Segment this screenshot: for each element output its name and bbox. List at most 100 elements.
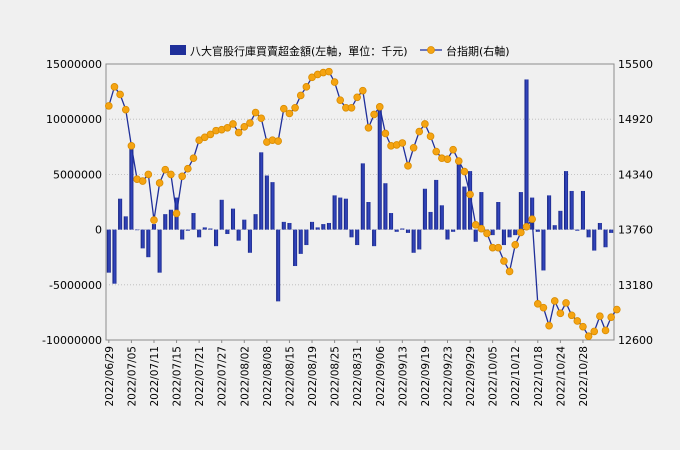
bar xyxy=(309,221,315,230)
line-point xyxy=(511,241,520,249)
line-point xyxy=(522,222,531,231)
line-point xyxy=(477,224,486,233)
legend-line-label: 台指期(右軸) xyxy=(446,44,510,58)
line-point xyxy=(359,86,367,95)
line-point xyxy=(409,143,418,152)
x-tick-label: 2022/09/29 xyxy=(465,346,477,407)
line-point xyxy=(550,297,559,305)
line-point xyxy=(443,155,452,163)
line-point xyxy=(573,317,582,325)
line-point xyxy=(246,119,254,127)
bar xyxy=(405,229,411,233)
bar xyxy=(552,225,557,230)
line-point xyxy=(528,215,536,223)
x-tick-label: 2022/10/24 xyxy=(555,346,567,407)
bar xyxy=(191,213,196,230)
line-point xyxy=(404,162,412,170)
bar xyxy=(603,229,608,248)
bar xyxy=(338,197,343,230)
line-point xyxy=(223,123,232,132)
bar xyxy=(496,202,501,230)
x-tick-label: 2022/09/13 xyxy=(397,346,409,407)
bar xyxy=(253,214,258,230)
line-point xyxy=(274,137,282,145)
bar xyxy=(349,229,354,238)
line-point xyxy=(189,154,198,163)
bar xyxy=(298,229,303,254)
bar xyxy=(180,229,185,240)
line-point xyxy=(161,165,170,174)
bar xyxy=(197,229,202,238)
bar-series xyxy=(106,79,614,302)
bar xyxy=(389,213,394,230)
bar xyxy=(445,229,450,240)
x-axis: 2022/06/29 2022/07/05 2022/07/11 2022/07/15… xyxy=(104,340,590,407)
line-point xyxy=(279,104,288,113)
bar xyxy=(575,229,580,231)
gridlines xyxy=(106,118,614,286)
line-point xyxy=(375,103,384,111)
bar xyxy=(247,229,252,253)
x-tick-label: 2022/07/21 xyxy=(194,346,206,407)
bar xyxy=(535,229,540,232)
x-tick-label: 2022/09/19 xyxy=(420,346,432,407)
y-right-tick-label: 12600 xyxy=(618,334,653,347)
bar xyxy=(355,229,360,246)
line-point xyxy=(105,102,113,110)
y-left-tick-label: -5000000 xyxy=(49,279,102,292)
bar xyxy=(451,229,456,232)
line-point xyxy=(285,109,294,118)
bar xyxy=(580,190,585,230)
bar xyxy=(293,229,298,267)
legend-bar-label: 八大官股行庫買賣超金額(左軸，單位：千元) xyxy=(190,44,408,58)
bar xyxy=(236,229,241,241)
x-tick-label: 2022/10/05 xyxy=(488,346,500,407)
plot-area xyxy=(105,63,615,341)
line-point xyxy=(127,142,136,150)
y-right-tick-label: 14340 xyxy=(618,168,653,181)
bar xyxy=(214,229,219,247)
y-left-tick-label: 0 xyxy=(95,224,102,237)
bar xyxy=(411,229,416,253)
bar xyxy=(468,171,473,230)
line-point xyxy=(449,145,457,154)
bar xyxy=(163,214,168,230)
line-point xyxy=(601,326,610,335)
line-point xyxy=(567,311,576,320)
line-point xyxy=(172,209,181,218)
line-point xyxy=(353,93,361,102)
bar xyxy=(473,229,478,242)
x-tick-label: 2022/07/27 xyxy=(217,346,229,407)
bar xyxy=(168,209,173,230)
bar xyxy=(185,229,190,231)
bar xyxy=(140,229,145,249)
line-point xyxy=(296,91,305,100)
bar xyxy=(332,195,337,230)
bar xyxy=(592,229,597,251)
line-point xyxy=(556,309,565,318)
x-tick-label: 2022/08/19 xyxy=(307,346,319,407)
bar xyxy=(513,229,518,236)
bar xyxy=(123,216,128,230)
line-point xyxy=(381,129,390,138)
bar xyxy=(315,227,320,230)
bar xyxy=(609,229,614,233)
x-tick-label: 2022/08/02 xyxy=(239,346,251,407)
line-point xyxy=(584,332,593,340)
bar xyxy=(146,229,151,258)
line-point xyxy=(167,170,175,179)
line-point xyxy=(607,313,615,321)
line-point xyxy=(229,120,237,128)
x-tick-label: 2022/08/31 xyxy=(352,346,364,407)
x-tick-label: 2022/10/18 xyxy=(533,346,545,407)
line-point xyxy=(347,103,356,112)
x-tick-label: 2022/10/28 xyxy=(578,346,590,407)
bar xyxy=(135,229,140,231)
line-point xyxy=(370,110,378,119)
bar xyxy=(383,183,388,230)
bar xyxy=(259,152,264,230)
bar xyxy=(343,198,348,230)
bar xyxy=(547,195,552,230)
line-point xyxy=(471,221,480,229)
x-tick-label: 2022/08/25 xyxy=(330,346,342,407)
